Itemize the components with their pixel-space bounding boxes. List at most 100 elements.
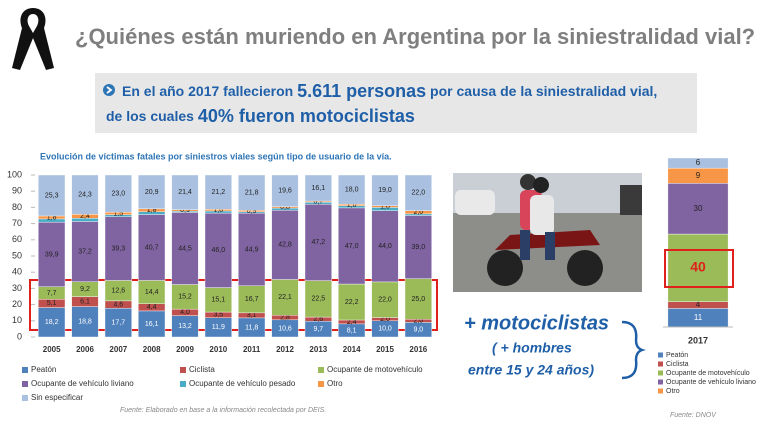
data-label: 6,1	[80, 298, 90, 305]
data-label: 1,0	[380, 203, 390, 210]
legend-swatch	[22, 381, 28, 387]
data-label: 11,8	[245, 324, 258, 331]
chart-title: Evolución de víctimas fatales por sinies…	[40, 151, 392, 161]
legend-swatch	[180, 367, 186, 373]
highlight-box	[29, 279, 438, 331]
data-label: 44,9	[245, 246, 259, 253]
banner-text: de los cuales	[106, 108, 198, 124]
x-tick-label: 2017	[688, 335, 708, 345]
data-label: 22,1	[278, 294, 292, 301]
legend-swatch	[658, 352, 663, 358]
legend-swatch	[318, 367, 324, 373]
x-tick-label: 2015	[376, 345, 394, 354]
x-tick-label: 2012	[276, 345, 294, 354]
bar-segment	[271, 174, 299, 207]
legend-swatch	[658, 388, 663, 394]
x-tick-label: 2013	[309, 345, 327, 354]
y-tick-label: 0	[17, 331, 22, 341]
y-tick-label: 80	[12, 202, 22, 212]
data-label: 39,9	[45, 251, 59, 258]
y-tick-label: 100	[7, 169, 22, 179]
data-label: 2,6	[313, 316, 323, 323]
data-label: 3,5	[213, 312, 223, 319]
banner-text: por causa de la siniestralidad vial,	[426, 83, 657, 99]
data-label: 46,0	[212, 247, 226, 254]
bar-segment	[338, 207, 366, 285]
banner-box	[95, 73, 697, 133]
data-label: 9	[696, 171, 701, 180]
data-label: 18,8	[78, 319, 92, 326]
x-tick-label: 2009	[176, 345, 194, 354]
data-label: 11,9	[212, 324, 225, 331]
bar-segment	[338, 174, 366, 205]
bar-segment	[371, 281, 399, 318]
data-label: 0,9	[247, 208, 257, 215]
data-label: 18,2	[45, 319, 59, 326]
bar-segment	[371, 210, 399, 283]
data-label: 2,0	[380, 316, 390, 323]
bar-segment	[138, 174, 166, 210]
banner-emphasis: 40% fueron motociclistas	[198, 106, 415, 126]
legend-label: Ocupante de vehículo liviano	[31, 379, 134, 388]
data-label: 40,7	[145, 244, 159, 251]
x-tick-label: 2005	[43, 345, 61, 354]
callout-line: entre 15 y 24 años)	[468, 362, 594, 378]
data-label: 44,0	[378, 243, 392, 250]
legend-swatch	[22, 395, 28, 401]
charts: Evolución de víctimas fatales por sinies…	[7, 151, 756, 418]
data-label: 23,0	[112, 190, 126, 197]
photo	[453, 173, 642, 292]
callout-line: ( + hombres	[492, 340, 572, 356]
bar-segment	[304, 203, 332, 281]
bar-segment	[71, 174, 99, 215]
data-label: 44,5	[178, 245, 192, 252]
bar-segment	[271, 209, 299, 280]
legend-label: Otro	[666, 388, 680, 395]
banner-line: de los cuales 40% fueron motociclistas	[106, 106, 415, 126]
bar-segment	[38, 174, 66, 217]
legend-label: Sin especificar	[31, 393, 83, 402]
data-label: 12,6	[112, 288, 126, 295]
data-label: 1,0	[213, 207, 223, 214]
x-tick-label: 2010	[209, 345, 227, 354]
data-label: 25,3	[45, 192, 59, 199]
data-label: 16,1	[145, 321, 159, 328]
data-label: 21,2	[212, 189, 226, 196]
data-label: 4,0	[180, 309, 190, 316]
data-label: 14,4	[145, 289, 159, 296]
legend-label: Ciclista	[189, 365, 215, 374]
data-label: 16,1	[312, 185, 326, 192]
bar-segment	[404, 278, 432, 320]
data-label: 22,5	[312, 296, 326, 303]
data-label: 9,7	[313, 326, 323, 333]
data-label: 15,1	[212, 297, 226, 304]
data-label: 42,8	[278, 242, 292, 249]
legend-label: Ocupante de vehículo pesado	[189, 379, 296, 388]
legend-swatch	[658, 379, 663, 385]
bar-segment	[667, 157, 729, 169]
data-label: 4,6	[113, 301, 123, 308]
data-label: 1,5	[113, 210, 123, 217]
data-label: 16,7	[245, 296, 259, 303]
data-label: 21,8	[245, 190, 259, 197]
data-label: 9,0	[413, 327, 423, 334]
bar-segment	[371, 174, 399, 206]
bar-segment	[667, 233, 729, 302]
data-label: 11	[694, 313, 703, 322]
data-label: 37,2	[78, 248, 92, 255]
data-label: 47,2	[312, 239, 326, 246]
data-label: 40	[690, 259, 706, 275]
data-label: 3,1	[247, 312, 257, 319]
y-tick-label: 90	[12, 186, 22, 196]
legend-label: Ocupante de motovehículo	[666, 370, 750, 377]
bar-segment	[238, 212, 266, 287]
legend-swatch	[22, 367, 28, 373]
y-tick-label: 70	[12, 218, 22, 228]
legend-swatch	[658, 361, 663, 367]
data-label: 17,7	[112, 320, 126, 327]
page-title: ¿Quiénes están muriendo en Argentina por…	[75, 24, 755, 49]
data-label: 10,0	[378, 326, 392, 333]
mourning-ribbon	[12, 8, 54, 70]
bar-segment	[104, 174, 132, 213]
